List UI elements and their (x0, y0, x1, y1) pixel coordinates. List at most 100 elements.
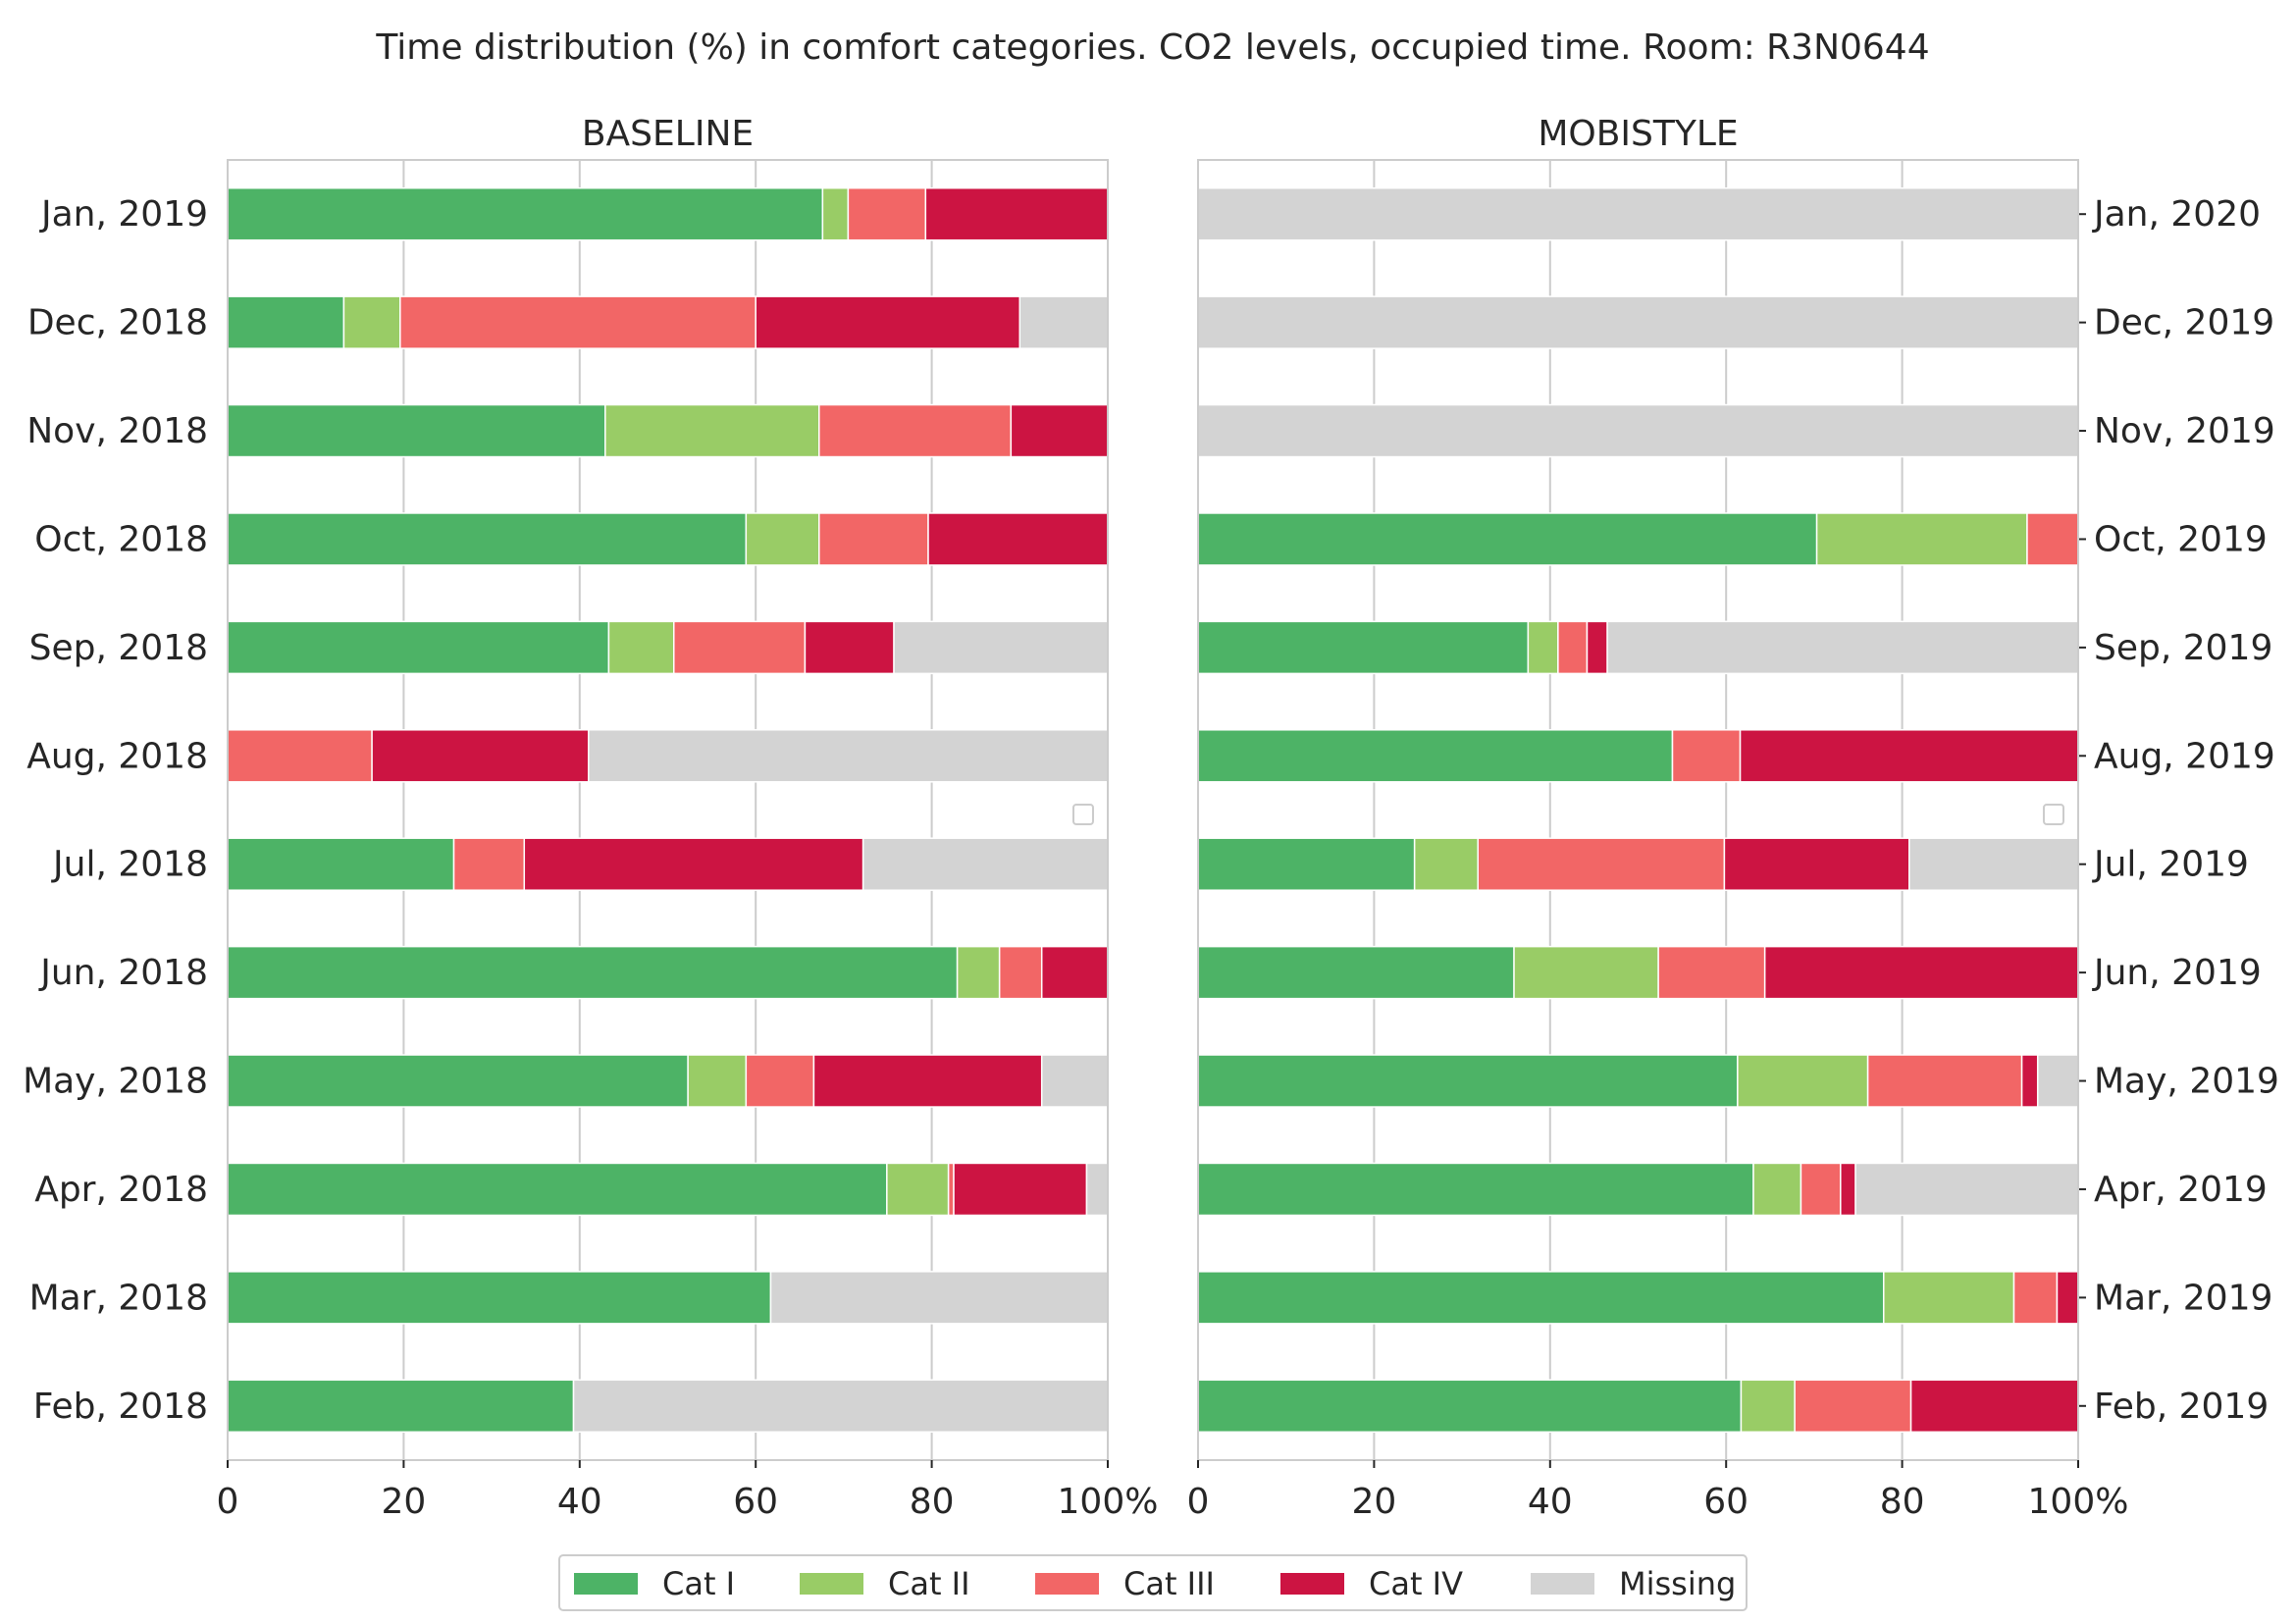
bar-segment (607, 620, 675, 675)
category-label: Nov, 2019 (2094, 411, 2275, 451)
x-tick-label: 60 (733, 1482, 778, 1522)
bar-segment (227, 729, 373, 783)
legend-label: Cat III (1123, 1565, 1215, 1602)
bar-segment (886, 1162, 950, 1217)
legend-frame (558, 1554, 1748, 1611)
legend-swatch (800, 1573, 863, 1595)
bar-segment (227, 512, 748, 566)
x-tick-label: 40 (557, 1482, 602, 1522)
x-tick-label: 80 (1880, 1482, 1925, 1522)
bar-segment (953, 1162, 1088, 1217)
bar-segment (745, 1054, 815, 1108)
plot-frame (227, 159, 1109, 1461)
bar-segment (1197, 620, 1530, 675)
legend-swatch (1531, 1573, 1594, 1595)
bar-segment (812, 1054, 1043, 1108)
category-label: Jun, 2018 (38, 953, 208, 993)
x-tick-label: 80 (910, 1482, 955, 1522)
bar-segment (227, 1379, 575, 1434)
empty-legend-box (1072, 804, 1094, 825)
bar-segment (1197, 403, 2079, 458)
bar-segment (523, 837, 864, 891)
x-tick-label: 60 (1703, 1482, 1748, 1522)
bar-segment (1740, 1379, 1796, 1434)
bar-segment (1657, 945, 1766, 1000)
empty-legend-box (2043, 804, 2064, 825)
bar-segment (1197, 1054, 1739, 1108)
bar-segment (818, 403, 1013, 458)
bar-segment (1197, 186, 2079, 241)
bar-segment (227, 1162, 888, 1217)
category-label: Nov, 2018 (26, 411, 208, 451)
bar-segment (227, 186, 824, 241)
bar-segment (1671, 729, 1742, 783)
bar-segment (893, 620, 1109, 675)
bar-segment (227, 1054, 689, 1108)
bar-segment (1606, 620, 2079, 675)
bar-segment (1527, 620, 1559, 675)
bar-segment (452, 837, 526, 891)
x-tick-label: 40 (1528, 1482, 1573, 1522)
bar-segment (1815, 512, 2028, 566)
bar-segment (399, 295, 757, 349)
bar-segment (1040, 945, 1109, 1000)
x-tick-label: 20 (1351, 1482, 1396, 1522)
bar-segment (227, 295, 345, 349)
category-label: Dec, 2018 (27, 303, 208, 343)
category-label: Jul, 2019 (2092, 845, 2249, 885)
category-label: Aug, 2018 (26, 736, 208, 776)
bar-segment (927, 512, 1109, 566)
bar-segment (2026, 512, 2079, 566)
panels-layer: BASELINE Jan, 2019 Dec, 2018 Nov, 2018 Oct, … (23, 114, 2279, 1522)
category-label: May, 2018 (23, 1062, 208, 1102)
bar-segment (861, 837, 1109, 891)
bar-segment (2036, 1054, 2079, 1108)
legend-label: Cat II (888, 1565, 970, 1602)
bar-segment (1413, 837, 1479, 891)
bar-segment (818, 512, 929, 566)
bar-segment (1723, 837, 1910, 891)
bar-segment (227, 403, 606, 458)
legend: Cat I Cat II Cat III Cat IV Missing (558, 1554, 1748, 1611)
bar-segment (1909, 1379, 2079, 1434)
category-label: Oct, 2018 (34, 519, 208, 559)
bar-segment (1883, 1271, 2015, 1325)
x-tick-label: 100% (2028, 1482, 2129, 1522)
legend-label: Missing (1619, 1565, 1736, 1602)
category-label: Mar, 2019 (2094, 1278, 2272, 1318)
bar-segment (1866, 1054, 2023, 1108)
bar-segment (2056, 1271, 2079, 1325)
bar-segment (1197, 1379, 1743, 1434)
bar-segment (1763, 945, 2079, 1000)
legend-swatch (1280, 1573, 1344, 1595)
panel-baseline: BASELINE Jan, 2019 Dec, 2018 Nov, 2018 Oct, … (23, 114, 1158, 1522)
bar-segment (1197, 295, 2079, 349)
chart-title: Time distribution (%) in comfort categor… (375, 27, 1929, 68)
plot-frame (1197, 159, 2079, 1461)
bar-segment (1752, 1162, 1802, 1217)
bar-segment (821, 186, 850, 241)
bar-segment (1800, 1162, 1842, 1217)
category-label: Sep, 2019 (2094, 628, 2272, 668)
bar-segment (1085, 1162, 1109, 1217)
category-label: Jun, 2019 (2092, 953, 2262, 993)
category-label: Sep, 2018 (29, 628, 208, 668)
bar-segment (1010, 403, 1109, 458)
bar-segment (956, 945, 1001, 1000)
bar-segment (1197, 1162, 1754, 1217)
bar-segment (947, 1162, 955, 1217)
category-label: Oct, 2019 (2094, 519, 2268, 559)
bar-segment (924, 186, 1109, 241)
bar-segment (227, 620, 610, 675)
legend-label: Cat I (662, 1565, 735, 1602)
bar-segment (998, 945, 1043, 1000)
category-label: Jan, 2020 (2092, 194, 2261, 235)
category-label: May, 2019 (2094, 1062, 2279, 1102)
bar-segment (1908, 837, 2079, 891)
category-label: Mar, 2018 (29, 1278, 208, 1318)
bar-segment (1018, 295, 1109, 349)
category-label: Jul, 2018 (51, 845, 208, 885)
panel-mobistyle: MOBISTYLE Jan, 2020 Dec, 2019 Nov, 2019 Oct,… (1187, 114, 2279, 1522)
bar-segment (755, 295, 1021, 349)
